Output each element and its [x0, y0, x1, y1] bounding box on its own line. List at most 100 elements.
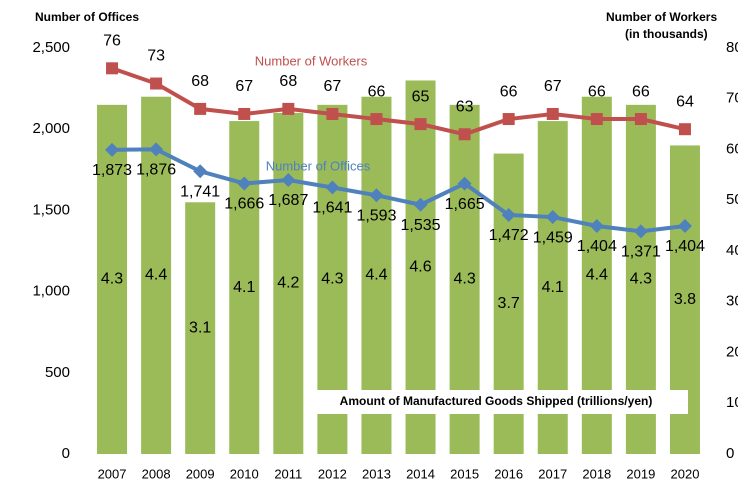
- data-label: 1,741: [180, 183, 220, 200]
- bar-label: 3.8: [674, 291, 696, 308]
- data-label: 64: [676, 93, 694, 110]
- x-tick-label: 2013: [362, 466, 391, 481]
- x-tick-label: 2009: [186, 466, 215, 481]
- y-tick-label: 2,500: [32, 39, 70, 56]
- marker: [281, 173, 296, 188]
- y-tick-label: 1,500: [32, 201, 70, 218]
- x-tick-label: 2018: [582, 466, 611, 481]
- bar-label: 3.7: [498, 295, 520, 312]
- marker: [369, 188, 384, 203]
- data-label: 63: [456, 98, 474, 115]
- x-tick-label: 2020: [671, 466, 700, 481]
- legend-box: [305, 390, 688, 414]
- bar-label: 4.4: [586, 267, 608, 284]
- y2-axis-title: (in thousands): [625, 27, 708, 41]
- marker: [590, 113, 603, 126]
- bar-label: 4.3: [630, 271, 652, 288]
- data-label: 1,687: [268, 192, 308, 209]
- marker: [413, 197, 428, 212]
- bar-label: 4.4: [145, 267, 167, 284]
- marker: [458, 128, 471, 141]
- data-label: 66: [368, 83, 386, 100]
- marker: [238, 107, 251, 120]
- data-label: 68: [191, 73, 209, 90]
- marker: [545, 210, 560, 225]
- x-tick-label: 2011: [274, 466, 302, 481]
- x-tick-label: 2014: [406, 466, 435, 481]
- y-axis-title: Number of Offices: [35, 10, 139, 24]
- marker: [326, 107, 339, 120]
- x-tick-label: 2012: [318, 466, 347, 481]
- marker: [414, 118, 427, 131]
- y2-tick-label: 0: [726, 445, 734, 462]
- marker: [457, 176, 472, 191]
- x-tick-label: 2007: [98, 466, 127, 481]
- marker: [502, 113, 515, 126]
- data-label: 67: [544, 78, 562, 95]
- data-label: 1,404: [577, 238, 617, 255]
- data-label: 1,873: [92, 162, 132, 179]
- data-label: 1,371: [621, 244, 661, 261]
- bar-label: 4.3: [101, 271, 123, 288]
- bar-label: 4.6: [409, 258, 431, 275]
- x-tick-label: 2010: [230, 466, 259, 481]
- marker: [193, 164, 208, 179]
- data-label: 1,593: [356, 208, 396, 225]
- data-label: 68: [279, 73, 297, 90]
- data-label: 65: [412, 88, 430, 105]
- marker: [105, 142, 120, 157]
- marker: [678, 123, 691, 136]
- y2-tick-label: 80: [726, 39, 738, 56]
- y2-tick-label: 20: [726, 343, 738, 360]
- y2-tick-label: 50: [726, 191, 738, 208]
- data-label: 66: [500, 83, 518, 100]
- y2-axis-title: Number of Workers: [606, 10, 717, 24]
- bar-label: 4.2: [277, 275, 299, 292]
- marker: [370, 113, 383, 126]
- bar-label: 3.1: [189, 319, 211, 336]
- y2-tick-label: 70: [726, 90, 738, 107]
- y2-tick-label: 40: [726, 242, 738, 259]
- bar: [273, 112, 304, 455]
- y-tick-label: 0: [62, 445, 70, 462]
- line: [112, 147, 686, 234]
- marker: [106, 62, 119, 75]
- line: [111, 66, 686, 137]
- data-label: 67: [323, 78, 341, 95]
- marker: [149, 142, 164, 157]
- marker: [677, 218, 692, 233]
- x-tick-label: 2008: [142, 466, 171, 481]
- y2-tick-label: 10: [726, 394, 738, 411]
- series-label: Number of Offices: [266, 158, 371, 173]
- bar-label: 4.3: [321, 271, 343, 288]
- data-label: 66: [632, 83, 650, 100]
- marker: [237, 176, 252, 191]
- marker: [325, 180, 340, 195]
- marker: [633, 224, 648, 239]
- data-label: 1,665: [445, 196, 485, 213]
- x-tick-label: 2017: [538, 466, 567, 481]
- data-label: 1,666: [224, 196, 264, 213]
- x-tick-label: 2016: [494, 466, 523, 481]
- data-label: 73: [147, 48, 165, 65]
- data-label: 76: [103, 33, 121, 50]
- data-label: 1,404: [665, 238, 705, 255]
- data-label: 1,641: [312, 200, 352, 217]
- y2-tick-label: 30: [726, 293, 738, 310]
- data-label: 66: [588, 83, 606, 100]
- marker: [194, 102, 207, 115]
- y-tick-label: 1,000: [32, 283, 70, 300]
- marker: [634, 113, 647, 126]
- y2-tick-label: 60: [726, 140, 738, 157]
- bar: [97, 104, 128, 454]
- y-tick-label: 500: [45, 364, 70, 381]
- bar-label: 4.3: [453, 271, 475, 288]
- marker: [282, 102, 295, 115]
- bar-label: 4.4: [365, 267, 387, 284]
- bar-label: 4.1: [542, 279, 564, 296]
- x-tick-label: 2019: [626, 466, 655, 481]
- bar-label: 4.1: [233, 279, 255, 296]
- marker: [546, 107, 559, 120]
- data-label: 1,472: [489, 227, 529, 244]
